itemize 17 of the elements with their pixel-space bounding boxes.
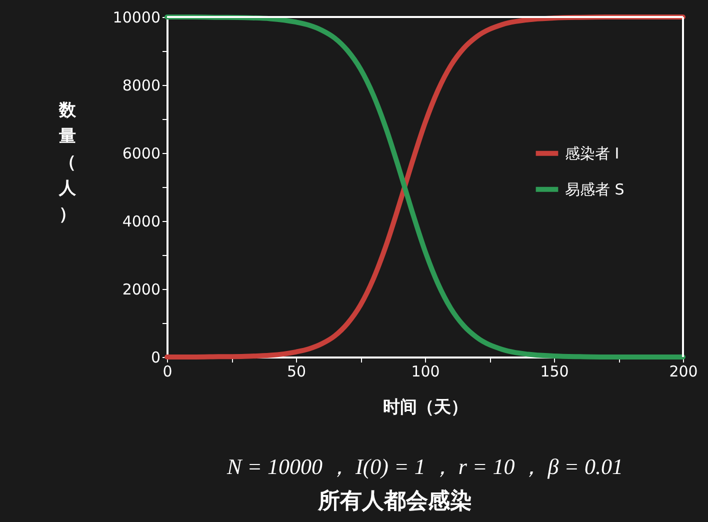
y-tick-label: 0 — [150, 348, 160, 366]
x-tick-label: 150 — [540, 362, 569, 380]
x-tick-label: 200 — [669, 362, 698, 380]
legend-label: 感染者 I — [565, 144, 620, 162]
y-tick-label: 2000 — [122, 280, 160, 298]
text: 所有人都会感染 — [317, 488, 472, 514]
y-tick-label: 4000 — [122, 212, 160, 230]
x-tick-label: 100 — [411, 362, 440, 380]
legend-label: 易感者 S — [565, 180, 624, 198]
x-axis-title: 时间（天） — [383, 398, 468, 418]
x-tick-label: 0 — [162, 362, 172, 380]
y-tick-label: 10000 — [112, 8, 160, 26]
y-tick-label: 8000 — [122, 76, 160, 94]
x-tick-label: 50 — [286, 362, 306, 380]
text: N = 10000 ， I(0) = 1 ， r = 10 ， β = 0.01 — [226, 454, 624, 479]
y-axis-title: 数量（人） — [58, 100, 77, 224]
y-tick-label: 6000 — [122, 144, 160, 162]
